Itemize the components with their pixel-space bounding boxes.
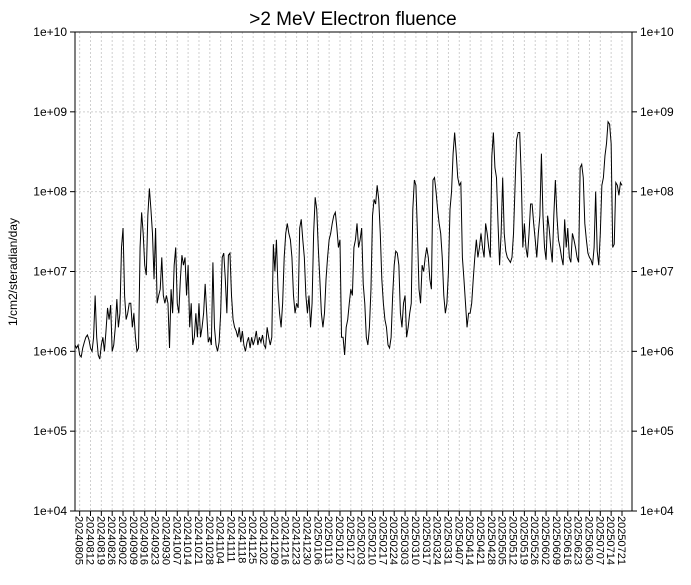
x-tick-label: 20250428 [485, 516, 497, 565]
x-tick-label: 20250609 [550, 516, 562, 565]
x-tick-label: 20241104 [214, 516, 226, 564]
x-tick-label: 20241007 [170, 516, 182, 565]
x-tick-label: 20241014 [181, 516, 193, 565]
x-tick-label: 20250331 [441, 516, 453, 565]
x-tick-label: 20241021 [192, 516, 204, 565]
x-tick-label: 20240805 [73, 516, 85, 565]
x-tick-label: 20250303 [398, 516, 410, 565]
x-tick-label: 20250721 [615, 516, 627, 565]
x-tick-label: 20240930 [159, 516, 171, 565]
x-tick-label: 20250407 [452, 516, 464, 565]
x-tick-label: 20250120 [333, 516, 345, 565]
x-tick-label: 20240812 [83, 516, 95, 565]
x-tick-label: 20250113 [322, 516, 334, 564]
x-tick-label: 20250224 [387, 516, 399, 565]
y2-tick-label: 1e+09 [640, 105, 674, 119]
x-tick-label: 20250317 [420, 516, 432, 565]
chart-title: >2 MeV Electron fluence [249, 9, 457, 30]
x-tick-label: 20241202 [257, 516, 269, 565]
y2-tick-label: 1e+05 [640, 424, 674, 438]
x-tick-label: 20250630 [582, 516, 594, 565]
y-axis-label: 1/cm2/steradian/day [6, 218, 20, 326]
x-tick-label: 20240923 [149, 516, 161, 565]
x-tick-label: 20240826 [105, 516, 117, 565]
x-tick-label: 20250324 [431, 516, 443, 565]
x-tick-label: 20250217 [376, 516, 388, 565]
x-tick-label: 20240819 [94, 516, 106, 565]
y-tick-label: 1e+10 [33, 25, 67, 39]
y2-tick-label: 1e+07 [640, 265, 674, 279]
x-tick-label: 20250602 [539, 516, 551, 565]
y-tick-label: 1e+07 [33, 265, 67, 279]
y-tick-label: 1e+06 [33, 344, 67, 358]
x-tick-label: 20250505 [496, 516, 508, 565]
x-tick-label: 20240909 [127, 516, 139, 565]
x-tick-label: 20241216 [279, 516, 291, 565]
x-tick-label: 20250127 [344, 516, 356, 565]
y-tick-label: 1e+09 [33, 105, 67, 119]
y2-tick-label: 1e+04 [640, 504, 674, 518]
x-tick-label: 20250203 [355, 516, 367, 565]
y2-tick-label: 1e+08 [640, 185, 674, 199]
x-tick-label: 20250616 [561, 516, 573, 565]
x-tick-label: 20250623 [572, 516, 584, 565]
x-tick-label: 20240916 [138, 516, 150, 565]
x-tick-label: 20250106 [311, 516, 323, 565]
x-tick-label: 20250707 [593, 516, 605, 565]
x-tick-label: 20241230 [300, 516, 312, 565]
x-tick-label: 20250210 [366, 516, 378, 565]
y2-tick-label: 1e+10 [640, 25, 674, 39]
x-tick-label: 20241209 [268, 516, 280, 565]
x-tick-label: 20250414 [463, 516, 475, 565]
x-tick-label: 20250310 [409, 516, 421, 565]
x-tick-label: 20241028 [203, 516, 215, 565]
x-tick-label: 20250519 [517, 516, 529, 565]
y-tick-label: 1e+04 [33, 504, 67, 518]
y2-tick-label: 1e+06 [640, 344, 674, 358]
plot-frame [74, 31, 633, 512]
x-tick-label: 20240902 [116, 516, 128, 565]
x-tick-label: 20250512 [507, 516, 519, 565]
x-tick-label: 20241118 [235, 516, 247, 563]
x-tick-label: 20241111 [225, 516, 237, 563]
x-tick-label: 20250421 [474, 516, 486, 565]
y-tick-label: 1e+08 [33, 185, 67, 199]
y-tick-label: 1e+05 [33, 424, 67, 438]
data-line [74, 120, 623, 360]
x-tick-label: 20250526 [528, 516, 540, 565]
x-tick-label: 20250714 [604, 516, 616, 565]
x-tick-label: 20241125 [246, 516, 258, 564]
x-tick-label: 20241223 [290, 516, 302, 565]
